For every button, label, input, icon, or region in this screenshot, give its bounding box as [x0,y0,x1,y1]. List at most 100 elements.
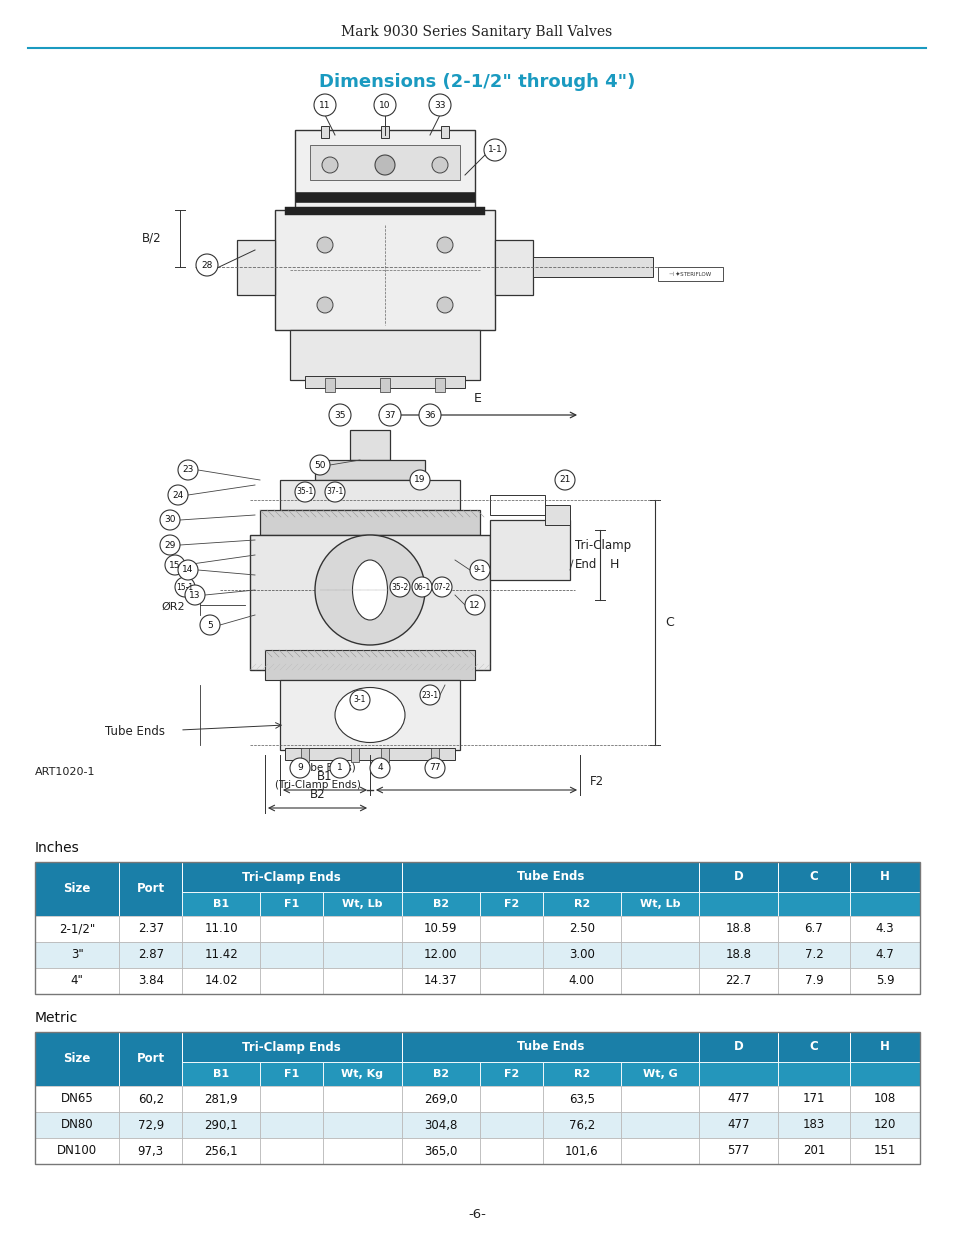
Bar [401,942,479,968]
Circle shape [160,535,180,555]
Bar [777,942,849,968]
Text: 269,0: 269,0 [423,1093,457,1105]
Bar [260,968,323,994]
Bar [658,267,722,282]
Bar [323,968,401,994]
Bar [777,1086,849,1112]
Text: 10: 10 [379,100,391,110]
Text: 18.8: 18.8 [725,948,751,962]
Text: D: D [733,1041,742,1053]
Text: 6.7: 6.7 [803,923,822,935]
Bar [490,495,544,515]
Text: 4": 4" [71,974,84,988]
Bar [265,650,475,680]
Bar [310,144,459,180]
Text: 13: 13 [189,590,200,599]
Circle shape [419,685,439,705]
Bar [35,968,919,994]
Circle shape [432,577,452,597]
Text: 7.2: 7.2 [803,948,822,962]
Text: 9-1: 9-1 [474,566,486,574]
Text: 3.00: 3.00 [568,948,594,962]
Text: 11: 11 [319,100,331,110]
Text: Wt, Lb: Wt, Lb [342,899,382,909]
Bar [777,892,849,916]
Bar [699,1112,777,1137]
Bar [620,1086,699,1112]
Text: C: C [664,615,673,629]
Circle shape [483,140,505,161]
Bar [182,892,260,916]
Text: 2.37: 2.37 [137,923,164,935]
Text: 07-2: 07-2 [433,583,450,592]
Bar [323,1137,401,1165]
Text: ART1020-1: ART1020-1 [35,767,95,777]
Bar [542,1112,620,1137]
Text: 108: 108 [873,1093,895,1105]
Bar [401,862,699,892]
Text: 3-1: 3-1 [354,695,366,704]
Text: 77: 77 [429,763,440,773]
Text: 15: 15 [169,561,180,569]
Text: F2: F2 [589,776,603,788]
Bar [379,378,390,391]
Circle shape [436,296,453,312]
Text: 19: 19 [414,475,425,484]
Bar [542,1086,620,1112]
Bar [479,1062,542,1086]
Bar [544,505,569,525]
Bar [35,862,119,916]
Text: (Tri-Clamp Ends): (Tri-Clamp Ends) [274,781,360,790]
Bar [35,942,119,968]
Bar [699,1137,777,1165]
Text: Port: Port [136,883,165,895]
Text: 21: 21 [558,475,570,484]
Circle shape [160,510,180,530]
Bar [294,130,475,210]
Bar [440,126,449,138]
Bar [542,892,620,916]
Bar [495,240,533,295]
Bar [479,942,542,968]
Circle shape [378,404,400,426]
Bar [490,520,569,580]
Text: 577: 577 [726,1145,749,1157]
Bar [401,1032,699,1062]
Bar [294,191,475,203]
Bar [699,916,777,942]
Bar [849,942,919,968]
Text: 37-1: 37-1 [326,488,343,496]
Circle shape [195,254,218,275]
Circle shape [370,758,390,778]
Text: 9: 9 [296,763,302,773]
Text: 35-1: 35-1 [296,488,314,496]
Bar [285,207,484,215]
Bar [699,1086,777,1112]
Bar [35,862,919,994]
Text: 10.59: 10.59 [423,923,457,935]
Text: 1-1: 1-1 [487,146,502,154]
Bar [119,968,182,994]
Bar [119,1032,182,1086]
Text: B2: B2 [310,788,325,802]
Bar [777,862,849,892]
Bar [35,1112,919,1137]
Text: Size: Size [64,1052,91,1066]
Text: -6-: -6- [468,1209,485,1221]
Bar [35,1032,919,1165]
Text: 7.9: 7.9 [803,974,822,988]
Text: 304,8: 304,8 [423,1119,456,1131]
Ellipse shape [352,559,387,620]
Circle shape [316,296,333,312]
Text: C: C [809,871,818,883]
Bar [236,240,274,295]
Text: H: H [880,871,889,883]
Bar [849,1062,919,1086]
Circle shape [314,535,424,645]
Text: R2: R2 [573,899,589,909]
Bar [260,1062,323,1086]
Text: 1: 1 [336,763,342,773]
Bar [323,942,401,968]
Bar [35,916,919,942]
Bar [323,1086,401,1112]
